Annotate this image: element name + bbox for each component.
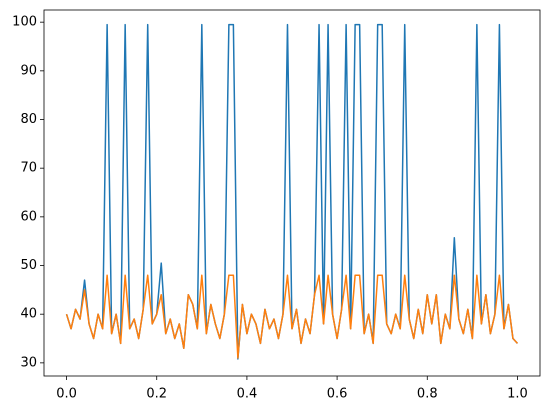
- x-tick-label: 0.0: [56, 387, 77, 402]
- y-tick-label: 50: [20, 258, 37, 273]
- data-line: [65, 23, 519, 360]
- x-tick-label: 0.2: [146, 387, 167, 402]
- plot-frame: [43, 9, 541, 377]
- y-tick-label: 60: [20, 209, 37, 224]
- x-tick-label: 1.0: [507, 387, 528, 402]
- data-line: [65, 274, 519, 359]
- y-tick-label: 90: [20, 63, 37, 78]
- x-tick-label: 0.6: [327, 387, 348, 402]
- y-tick-label: 70: [20, 161, 37, 176]
- y-tick-label: 30: [20, 355, 37, 370]
- x-tick-label: 0.8: [417, 387, 438, 402]
- y-tick-label: 40: [20, 307, 37, 322]
- x-tick-label: 0.4: [237, 387, 258, 402]
- y-tick-label: 100: [12, 15, 37, 30]
- y-tick-label: 80: [20, 112, 37, 127]
